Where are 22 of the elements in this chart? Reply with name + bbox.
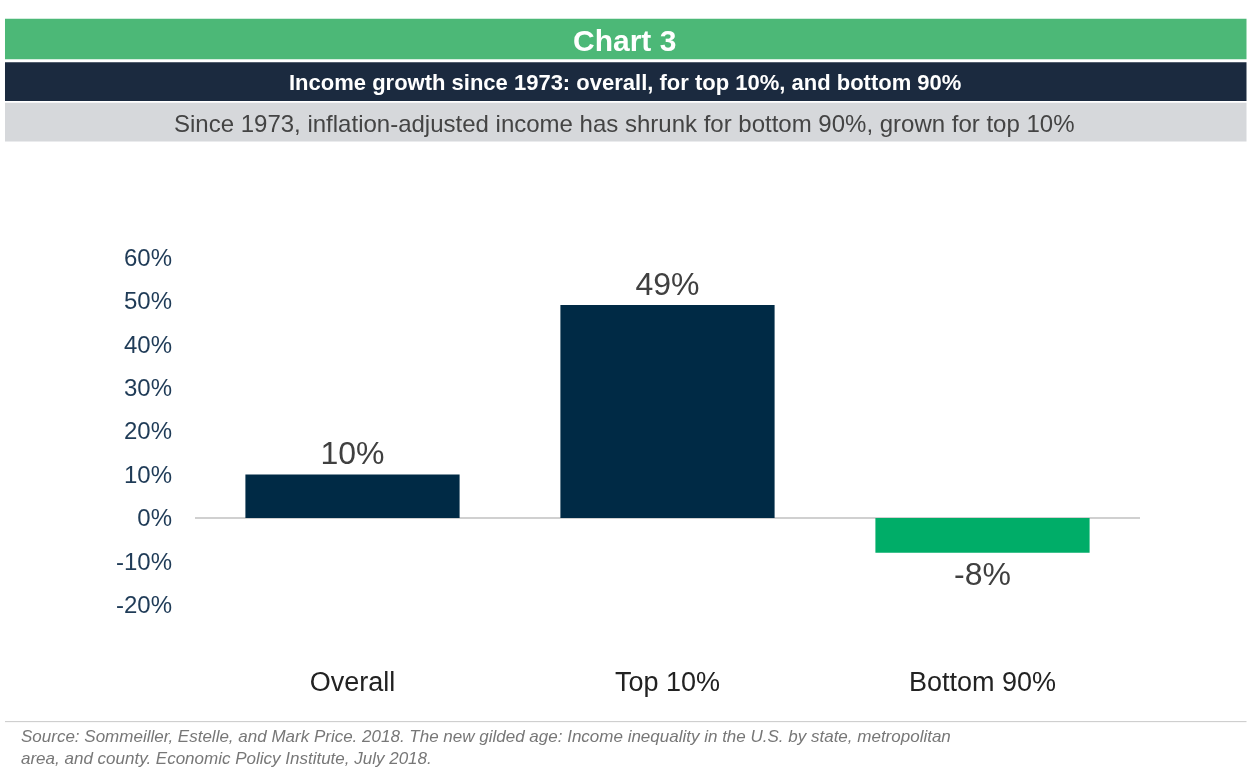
chart-subtitle: Income growth since 1973: overall, for top 10%, and bottom 90% (289, 70, 962, 95)
data-label: -8% (954, 555, 1011, 592)
y-tick-label: -20% (115, 591, 172, 619)
chart-title: Chart 3 (573, 24, 677, 57)
x-tick-label: Overall (309, 666, 396, 697)
data-label: 49% (635, 266, 700, 303)
y-tick-label: 0% (137, 504, 172, 532)
bar (560, 305, 775, 518)
y-tick-label: 10% (123, 460, 172, 488)
bar (245, 474, 460, 518)
text: Since 1973, inflation-adjusted income has shrunk for bottom 90%, grown for top 10% (174, 110, 1075, 137)
x-tick-label: Bottom 90% (908, 666, 1057, 697)
source-note: Source: Sommeiller, Estelle, and Mark Price. 2018. The new gilded age: Income inequality in the U.S. by state, metropolitan area, and county. Economic Policy Institute, July 2018. (21, 727, 951, 769)
y-tick-label: 40% (123, 330, 172, 358)
y-tick-label: 60% (123, 243, 172, 271)
data-label: 10% (320, 435, 385, 472)
y-tick-label: -10% (115, 547, 172, 575)
x-tick-label: Top 10% (614, 666, 721, 697)
y-tick-label: 20% (123, 417, 172, 445)
y-tick-label: 30% (123, 374, 172, 402)
bar (875, 517, 1090, 553)
y-tick-label: 50% (123, 287, 172, 315)
